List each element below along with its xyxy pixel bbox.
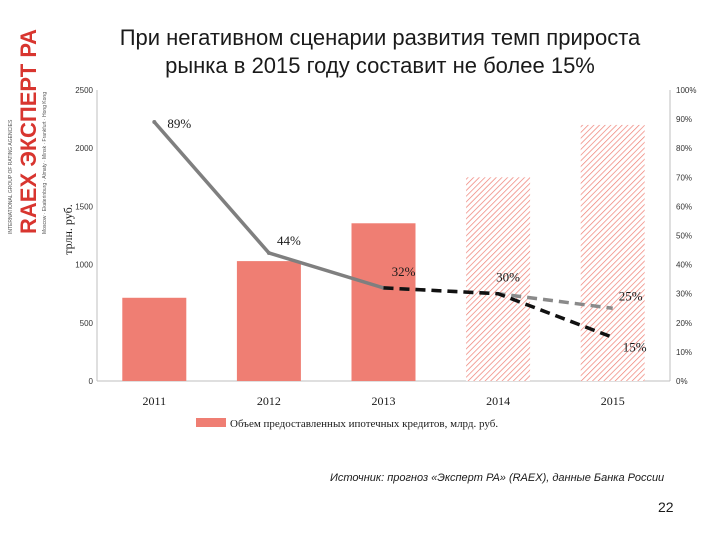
bar-2015 xyxy=(580,124,645,382)
label-scenario-2014: 30% xyxy=(496,270,520,285)
label-growth-2011: 89% xyxy=(167,116,191,131)
y2-tick-label: 20% xyxy=(676,319,692,328)
label-growth-2012: 44% xyxy=(277,233,301,248)
bar-2014 xyxy=(466,177,531,381)
y-axis-title: трлн. руб. xyxy=(61,204,75,254)
legend-swatch xyxy=(196,418,226,427)
logo-cities: Moscow · Ekaterinburg · Almaty · Minsk ·… xyxy=(42,92,48,234)
x-tick-label: 2014 xyxy=(486,394,510,408)
y2-tick-label: 50% xyxy=(676,232,692,241)
x-tick-label: 2015 xyxy=(601,394,625,408)
y-tick-label: 1000 xyxy=(75,261,93,270)
y2-tick-label: 90% xyxy=(676,115,692,124)
label-negative-2015: 15% xyxy=(623,339,647,354)
y-tick-label: 1500 xyxy=(75,202,93,211)
slide-title-line-1: При негативном сценарии развития темп пр… xyxy=(119,25,641,50)
source-note: Источник: прогноз «Эксперт РА» (RAEX), д… xyxy=(330,472,665,484)
label-growth-2013: 32% xyxy=(392,264,416,279)
bar-2012 xyxy=(236,261,301,381)
bar-2013 xyxy=(351,223,416,381)
x-tick-label: 2013 xyxy=(372,394,396,408)
x-tick-label: 2012 xyxy=(257,394,281,408)
y-tick-label: 0 xyxy=(89,377,94,386)
raex-logo: RAEX ЭКСПЕРТ РА INTERNATIONAL GROUP OF R… xyxy=(8,8,48,234)
legend-label: Объем предоставленных ипотечных кредитов… xyxy=(230,418,498,430)
y-tick-label: 500 xyxy=(80,319,94,328)
y2-tick-label: 80% xyxy=(676,144,692,153)
page-number: 22 xyxy=(658,499,674,515)
y2-tick-label: 60% xyxy=(676,202,692,211)
y2-tick-label: 30% xyxy=(676,290,692,299)
label-moderate-2015: 25% xyxy=(619,288,643,303)
slide-title-line-2: рынка в 2015 году составит не более 15% xyxy=(165,53,595,78)
x-tick-label: 2011 xyxy=(143,394,167,408)
y2-tick-label: 100% xyxy=(676,86,696,95)
y-tick-label: 2000 xyxy=(75,144,93,153)
slide-title: При негативном сценарии развития темп пр… xyxy=(70,24,690,80)
y2-tick-label: 40% xyxy=(676,261,692,270)
negative-scenario-line xyxy=(383,286,614,339)
y2-tick-label: 70% xyxy=(676,173,692,182)
growth-point-2012 xyxy=(266,250,271,255)
logo-tagline: INTERNATIONAL GROUP OF RATING AGENCIES xyxy=(8,119,14,234)
y2-tick-label: 0% xyxy=(676,377,688,386)
y-tick-label: 2500 xyxy=(75,86,93,95)
growth-point-2011 xyxy=(152,120,157,125)
bar-2011 xyxy=(122,297,187,381)
logo-brand-text: RAEX ЭКСПЕРТ РА xyxy=(16,29,41,234)
y2-tick-label: 10% xyxy=(676,348,692,357)
